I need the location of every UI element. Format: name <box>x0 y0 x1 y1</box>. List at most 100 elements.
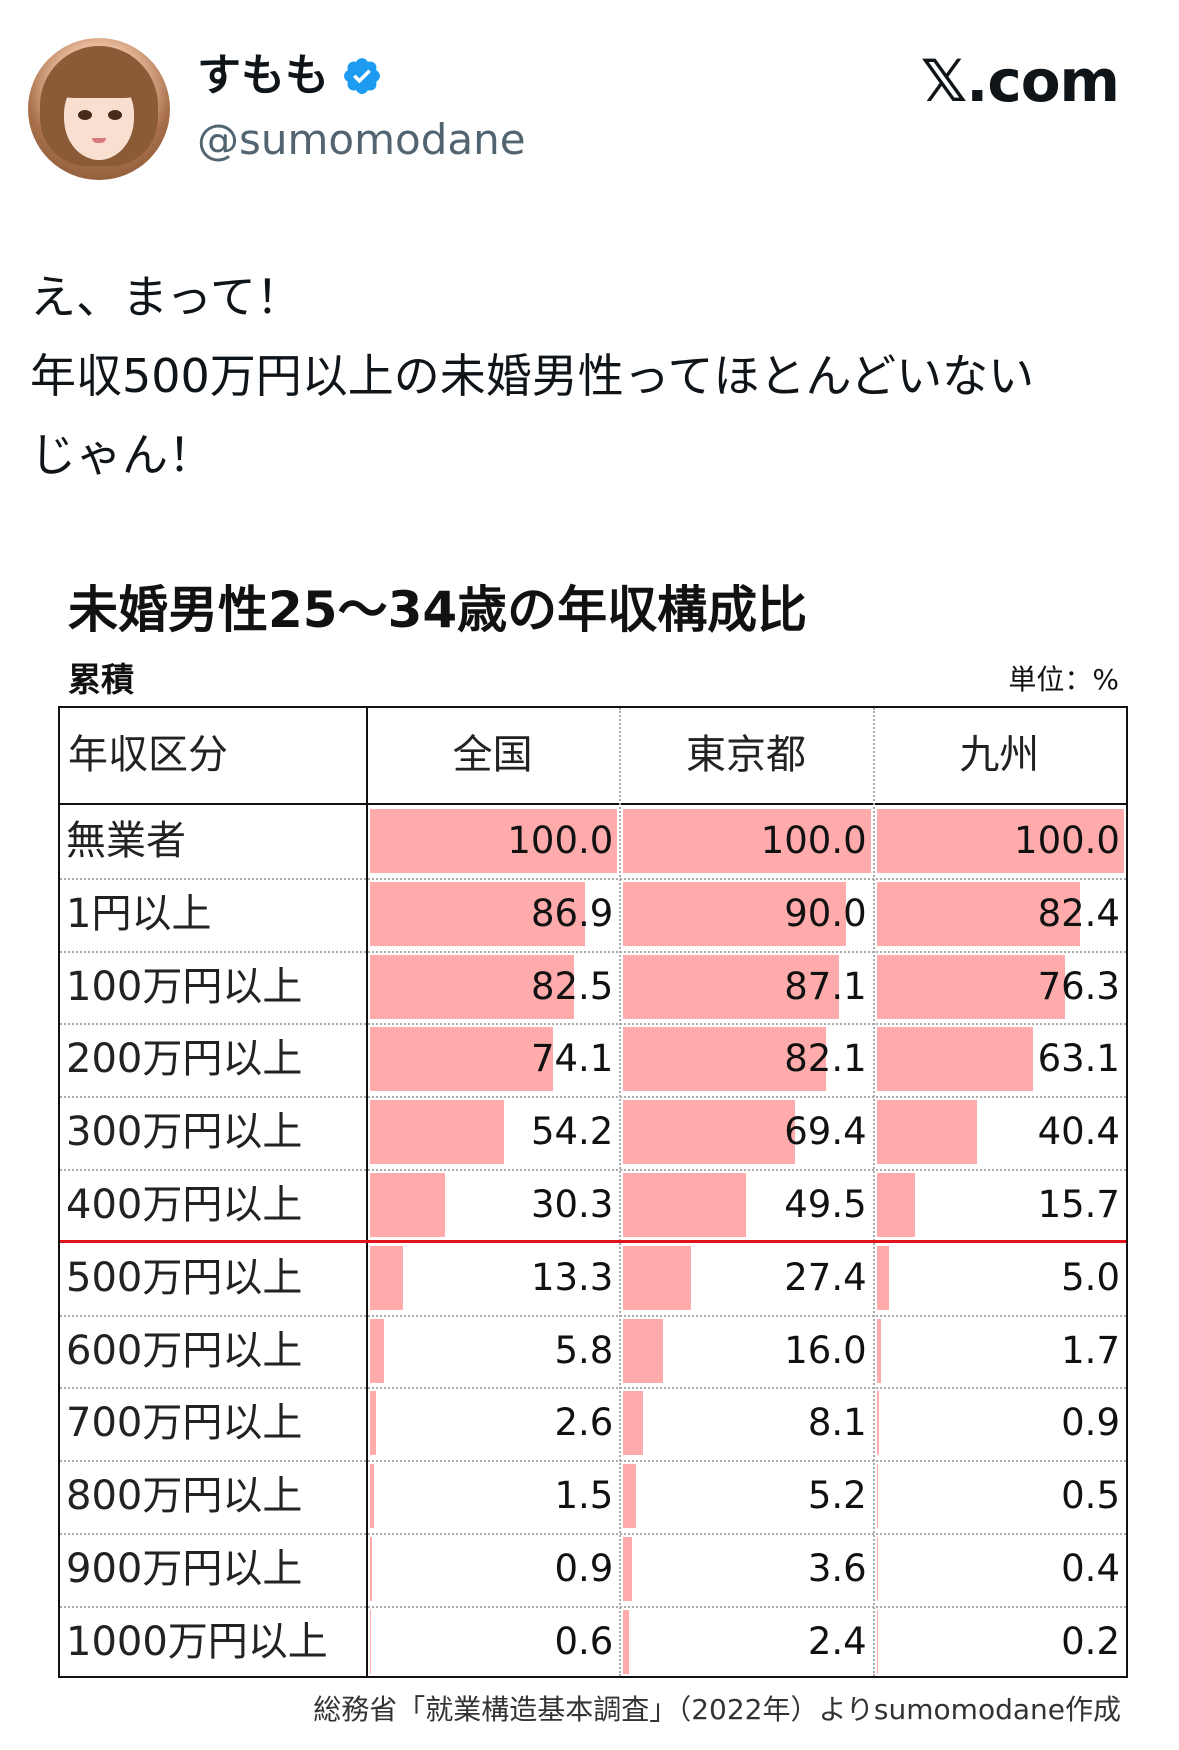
value-label-tokyo: 27.4 <box>784 1255 867 1299</box>
cell-national: 86.9 <box>366 878 619 950</box>
row-divider <box>60 1460 1126 1463</box>
value-label-national: 5.8 <box>554 1328 614 1372</box>
row-label: 700万円以上 <box>66 1400 303 1447</box>
row-divider <box>60 1314 1126 1317</box>
row-divider <box>60 1096 1126 1099</box>
cell-kyushu: 40.4 <box>873 1096 1126 1168</box>
value-label-tokyo: 3.6 <box>807 1547 867 1590</box>
row-divider <box>60 1533 1126 1535</box>
value-label-national: 1.5 <box>554 1474 614 1518</box>
bar-kyushu <box>876 1027 1033 1092</box>
cell-kyushu: 5.0 <box>873 1242 1126 1314</box>
row-label: 800万円以上 <box>66 1473 303 1520</box>
bar-national <box>370 954 575 1019</box>
value-label-tokyo: 5.2 <box>807 1474 867 1518</box>
value-label-kyushu: 40.4 <box>1037 1110 1120 1154</box>
cell-national: 0.6 <box>366 1606 619 1678</box>
avatar-eye-left <box>78 110 92 120</box>
bar-national <box>370 881 585 946</box>
value-label-tokyo: 49.5 <box>784 1183 867 1226</box>
bar-tokyo <box>623 1100 795 1165</box>
bar-tokyo <box>623 809 871 873</box>
bar-tokyo <box>623 1027 827 1092</box>
unit-label: 単位：% <box>1008 663 1119 696</box>
table-row: 200万円以上 74.1 82.1 63.1 <box>60 1023 1126 1096</box>
bar-tokyo <box>623 1609 630 1674</box>
value-label-kyushu: 0.4 <box>1061 1547 1120 1590</box>
avatar[interactable] <box>28 38 170 180</box>
column-divider <box>366 708 368 1676</box>
header-column-kyushu: 九州 <box>959 732 1040 778</box>
cell-kyushu: 63.1 <box>873 1023 1126 1095</box>
data-table[interactable]: 年収区分 全国 東京都 九州 無業者 100.0 100.0 100.0 1円以上 86.… <box>58 706 1128 1678</box>
cell-tokyo: 82.1 <box>619 1023 872 1095</box>
cell-tokyo: 16.0 <box>619 1315 872 1387</box>
bar-national <box>370 1100 505 1165</box>
value-label-national: 30.3 <box>530 1183 614 1226</box>
row-divider <box>60 950 1126 953</box>
row-label: 無業者 <box>66 818 186 864</box>
cell-tokyo: 27.4 <box>619 1242 872 1314</box>
table-row: 100万円以上 82.5 87.1 76.3 <box>60 951 1126 1024</box>
value-label-kyushu: 5.0 <box>1061 1255 1120 1299</box>
row-divider <box>60 1387 1126 1390</box>
cell-kyushu: 0.4 <box>873 1533 1126 1605</box>
bar-tokyo <box>623 1464 637 1529</box>
row-divider <box>60 1605 1126 1608</box>
header-column-national: 全国 <box>452 732 533 778</box>
table-row: 700万円以上 2.6 8.1 0.9 <box>60 1387 1126 1460</box>
cell-kyushu: 0.5 <box>873 1460 1126 1532</box>
bar-national <box>370 1609 372 1674</box>
value-label-tokyo: 16.0 <box>784 1328 867 1372</box>
value-label-kyushu: 1.7 <box>1061 1328 1120 1372</box>
header-label: 年収区分 <box>68 732 228 778</box>
bar-national <box>370 1173 445 1237</box>
cell-kyushu: 15.7 <box>873 1169 1126 1241</box>
verified-badge-icon <box>344 58 380 94</box>
bar-kyushu <box>876 881 1081 946</box>
table-header-row: 年収区分 全国 東京都 九州 <box>60 708 1126 805</box>
bar-kyushu <box>876 1464 878 1529</box>
row-label: 200万円以上 <box>66 1036 303 1083</box>
bar-tokyo <box>623 1245 692 1310</box>
user-handle[interactable]: @sumomodane <box>197 115 526 164</box>
cell-national: 0.9 <box>366 1533 619 1605</box>
value-label-kyushu: 0.2 <box>1061 1619 1120 1663</box>
value-label-kyushu: 0.9 <box>1061 1401 1120 1445</box>
cell-tokyo: 69.4 <box>619 1096 872 1168</box>
bar-national <box>370 1318 385 1383</box>
bar-tokyo <box>623 1318 663 1383</box>
value-label-tokyo: 90.0 <box>784 891 867 935</box>
value-label-tokyo: 87.1 <box>784 964 867 1008</box>
table-row: 1000万円以上 0.6 2.4 0.2 <box>60 1606 1126 1679</box>
table-row: 600万円以上 5.8 16.0 1.7 <box>60 1315 1126 1388</box>
display-name[interactable]: すもも <box>197 48 383 104</box>
row-label: 400万円以上 <box>66 1182 303 1228</box>
cell-tokyo: 90.0 <box>619 878 872 950</box>
value-label-tokyo: 2.4 <box>807 1619 867 1663</box>
source-note: 総務省「就業構造基本調査」（2022年）よりsumomodane作成 <box>313 1693 1121 1726</box>
cell-national: 2.6 <box>366 1387 619 1459</box>
chart-subtitle: 累積 <box>68 660 134 699</box>
bar-kyushu <box>876 809 1124 873</box>
threshold-divider <box>60 1240 1126 1244</box>
display-name-text: すもも <box>197 50 329 101</box>
value-label-tokyo: 82.1 <box>784 1037 867 1081</box>
value-label-kyushu: 0.5 <box>1061 1474 1120 1518</box>
avatar-eye-right <box>108 110 122 120</box>
table-row: 500万円以上 13.3 27.4 5.0 <box>60 1242 1126 1315</box>
cell-kyushu: 0.9 <box>873 1387 1126 1459</box>
bar-kyushu <box>876 1318 881 1383</box>
column-divider-dotted <box>619 708 622 1676</box>
chart-title: 未婚男性25～34歳の年収構成比 <box>68 581 808 639</box>
bar-national <box>370 1027 554 1092</box>
cell-kyushu: 100.0 <box>873 805 1126 877</box>
cell-tokyo: 100.0 <box>619 805 872 877</box>
value-label-national: 0.9 <box>554 1547 614 1590</box>
row-label: 100万円以上 <box>66 963 303 1010</box>
bar-national <box>370 1464 374 1529</box>
row-label: 1円以上 <box>66 890 212 937</box>
cell-national: 100.0 <box>366 805 619 877</box>
cell-kyushu: 1.7 <box>873 1315 1126 1387</box>
brand-logo: 𝕏.com <box>920 47 1120 115</box>
